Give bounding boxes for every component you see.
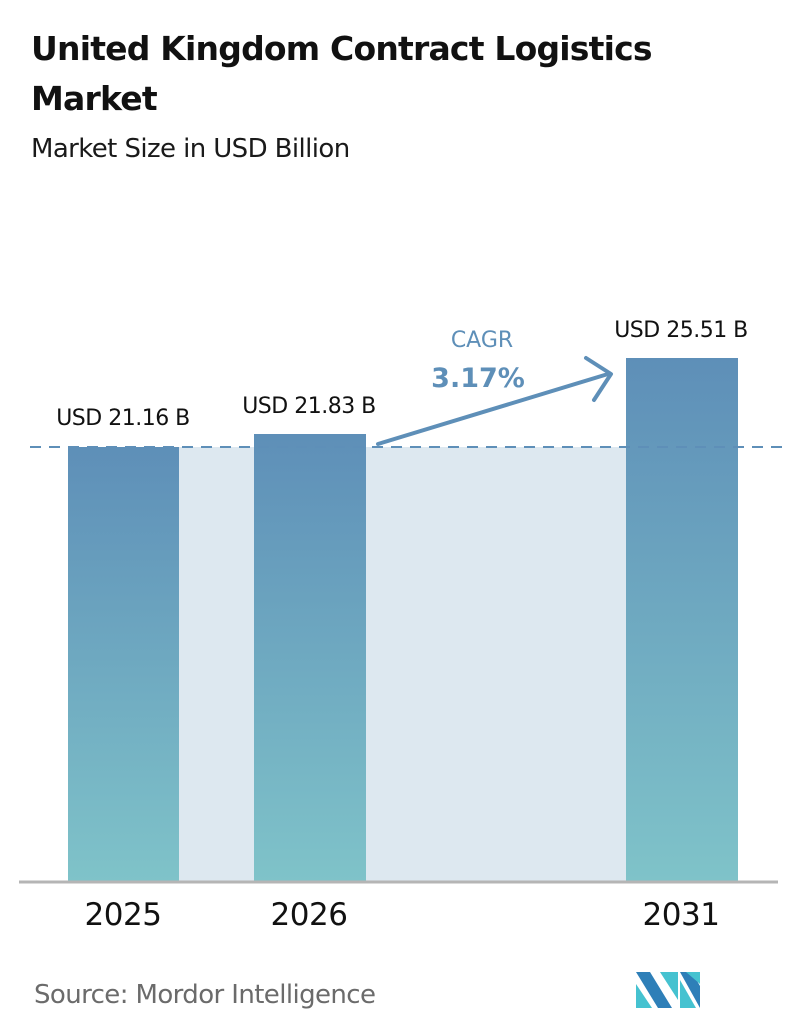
chart-title: United Kingdom Contract Logistics Market bbox=[31, 29, 653, 118]
bar-2031 bbox=[626, 358, 738, 881]
value-label-2026: USD 21.83 B bbox=[242, 394, 376, 419]
cagr-value: 3.17% bbox=[431, 363, 525, 394]
year-label-2025: 2025 bbox=[85, 897, 162, 933]
chart-subtitle: Market Size in USD Billion bbox=[31, 134, 350, 164]
cagr-arrow-icon bbox=[376, 356, 613, 446]
growth-band bbox=[179, 447, 626, 881]
year-label-2026: 2026 bbox=[271, 897, 348, 933]
year-label-2031: 2031 bbox=[643, 897, 720, 933]
cagr-label: CAGR bbox=[451, 328, 513, 353]
mordor-intelligence-logo-icon bbox=[636, 972, 700, 1008]
bar-2026 bbox=[254, 434, 366, 881]
value-label-2031: USD 25.51 B bbox=[614, 318, 748, 343]
value-label-2025: USD 21.16 B bbox=[56, 406, 190, 431]
source-text: Source: Mordor Intelligence bbox=[34, 980, 376, 1010]
bar-2025 bbox=[68, 447, 179, 881]
